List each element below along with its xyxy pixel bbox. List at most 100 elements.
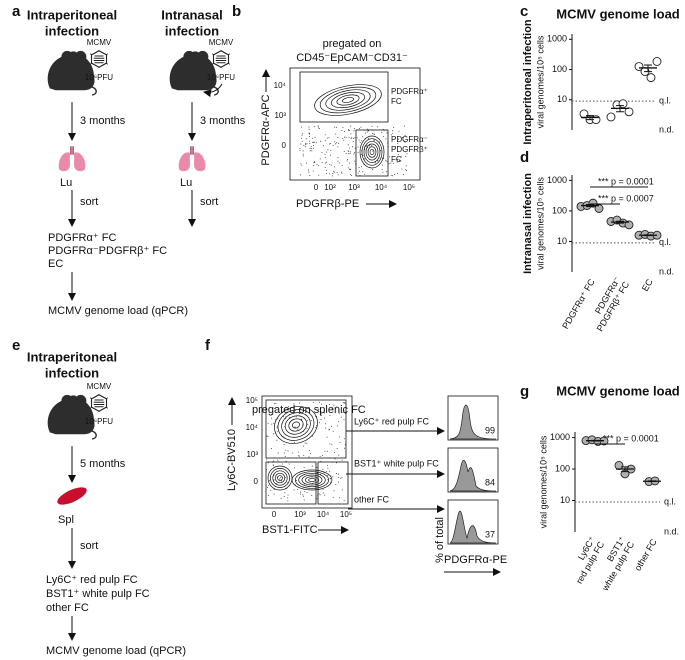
axis-tick: 10⁵ [340,510,352,519]
event-dot [346,160,348,162]
event-dot [300,143,302,145]
virus-label: MCMV [87,382,112,391]
axis-label: Ly6C-BV510 [226,429,238,491]
gate-label: PDGFRβ⁺ [391,145,428,154]
event-dot [372,150,374,152]
event-dot [324,450,326,452]
event-dot [283,444,285,446]
event-dot [307,169,309,171]
event-dot [309,150,311,152]
event-dot [337,146,339,148]
event-dot [382,171,384,173]
event-dot [273,403,275,405]
event-dot [331,443,333,445]
axis-label: BST1-FITC [262,524,318,536]
event-dot [302,133,304,135]
event-dot [308,132,310,134]
event-dot [319,494,321,496]
event-dot [393,126,395,128]
event-dot [307,423,309,425]
time-label: 5 months [80,458,126,470]
event-dot [349,173,351,175]
event-dot [369,145,371,147]
event-dot [360,153,362,155]
y-tick-label: 100 [552,205,567,215]
event-dot [299,148,301,150]
event-dot [371,133,373,135]
nd-label: n.d. [659,266,674,276]
axis-label: PDGFRβ-PE [296,198,359,210]
event-dot [300,163,302,165]
event-dot [333,490,335,492]
event-dot [338,162,340,164]
event-dot [334,141,336,143]
event-dot [314,136,316,138]
readout: MCMV genome load (qPCR) [48,305,188,317]
contour [314,84,382,116]
event-dot [311,150,313,152]
event-dot [273,460,275,462]
event-dot [352,138,354,140]
event-dot [318,165,320,167]
category-label: PDGFRα⁺ FC [560,277,597,331]
event-dot [397,153,399,155]
event-dot [358,128,360,130]
error-bar [591,439,599,442]
event-dot [316,498,318,500]
event-dot [385,160,387,162]
event-dot [339,441,341,443]
event-dot [287,500,289,502]
event-dot [397,159,399,161]
gate-box [265,461,317,505]
event-dot [277,459,279,461]
event-dot [302,494,304,496]
event-dot [293,467,295,469]
event-dot [284,455,286,457]
event-dot [288,417,290,419]
gate-box [355,129,389,177]
y-tick-label: 10 [557,236,567,246]
event-dot [303,467,305,469]
event-dot [277,452,279,454]
event-dot [284,492,286,494]
event-dot [360,126,362,128]
event-dot [343,139,345,141]
event-dot [324,140,326,142]
panel-letter: b [232,3,241,20]
population: other FC [46,602,89,614]
event-dot [274,419,276,421]
event-dot [373,133,375,135]
error-bar [644,64,652,73]
event-dot [348,129,350,131]
event-dot [342,137,344,139]
event-dot [341,489,343,491]
gate-label: Ly6C⁺ red pulp FC [354,416,429,426]
event-dot [273,422,275,424]
category-label: EC [640,277,655,293]
event-dot [325,471,327,473]
axis-tick: 0 [254,477,259,486]
event-dot [267,422,269,424]
event-dot [318,127,320,129]
axis-label: % of total [434,517,446,563]
event-dot [324,134,326,136]
event-dot [277,418,279,420]
event-dot [331,425,333,427]
axis-tick: 10³ [294,510,306,519]
event-dot [283,495,285,497]
gate-box [299,71,389,123]
event-dot [308,128,310,130]
contour [288,418,304,432]
event-dot [326,450,328,452]
event-dot [294,426,296,428]
event-dot [306,162,308,164]
arrow [203,83,223,98]
event-dot [292,411,294,413]
event-dot [342,127,344,129]
panel-letter: g [520,383,529,400]
event-dot [405,165,407,167]
event-dot [280,497,282,499]
event-dot [331,408,333,410]
contour [274,472,286,484]
contour [277,409,315,441]
